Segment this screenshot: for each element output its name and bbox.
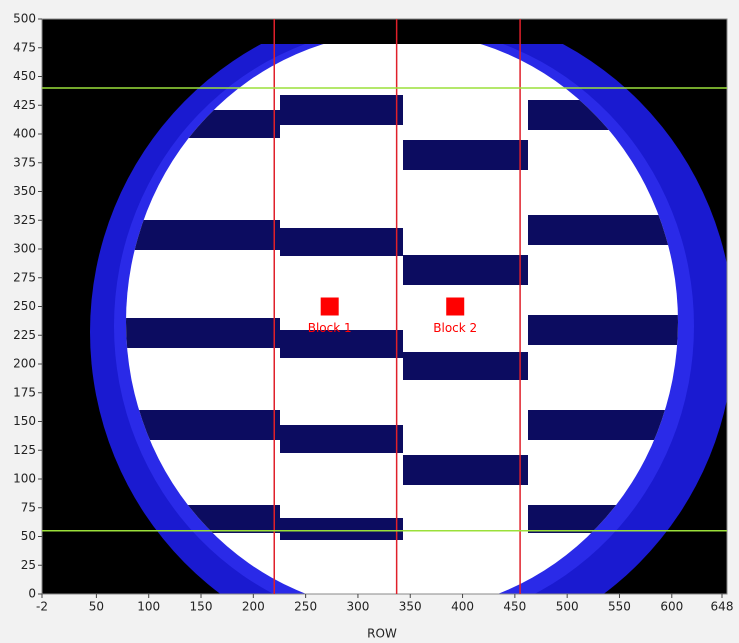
block-marker (321, 298, 339, 316)
y-tick-label: 225 (13, 328, 36, 342)
x-tick-label: 50 (89, 600, 104, 614)
y-tick-label: 350 (13, 184, 36, 198)
x-tick-label: 550 (608, 600, 631, 614)
x-tick-label: 350 (399, 600, 422, 614)
x-tick-label: 250 (294, 600, 317, 614)
y-tick-label: 100 (13, 472, 36, 486)
block-label: Block 2 (433, 321, 477, 335)
y-tick-label: 450 (13, 69, 36, 83)
y-tick-label: 275 (13, 270, 36, 284)
y-tick-label: 200 (13, 357, 36, 371)
x-tick-label: 648 (711, 600, 734, 614)
y-tick-label: 0 (28, 587, 36, 601)
x-tick-label: 200 (242, 600, 265, 614)
y-tick-label: 175 (13, 385, 36, 399)
y-tick-label: 475 (13, 40, 36, 54)
y-tick-label: 375 (13, 155, 36, 169)
y-tick-label: 400 (13, 127, 36, 141)
x-tick-label: -2 (36, 600, 48, 614)
x-tick-label: 500 (556, 600, 579, 614)
x-tick-label: 600 (660, 600, 683, 614)
block-label: Block 1 (308, 321, 352, 335)
x-tick-label: 300 (346, 600, 369, 614)
x-tick-label: 450 (503, 600, 526, 614)
y-tick-label: 25 (21, 558, 36, 572)
y-tick-label: 75 (21, 500, 36, 514)
y-tick-label: 250 (13, 299, 36, 313)
y-tick-label: 500 (13, 12, 36, 26)
x-axis-label: ROW (367, 627, 397, 641)
chart: ROW 0 25 50 75 100 125 150 175 200 225 250 275 300 32… (0, 0, 739, 643)
y-tick-label: 125 (13, 443, 36, 457)
y-tick-label: 150 (13, 414, 36, 428)
block-marker (446, 298, 464, 316)
image (42, 6, 734, 643)
x-tick-label: 400 (451, 600, 474, 614)
y-tick-label: 50 (21, 529, 36, 543)
y-tick-label: 300 (13, 242, 36, 256)
y-tick-label: 325 (13, 213, 36, 227)
x-tick-label: 100 (137, 600, 160, 614)
y-tick-label: 425 (13, 98, 36, 112)
x-tick-label: 150 (190, 600, 213, 614)
